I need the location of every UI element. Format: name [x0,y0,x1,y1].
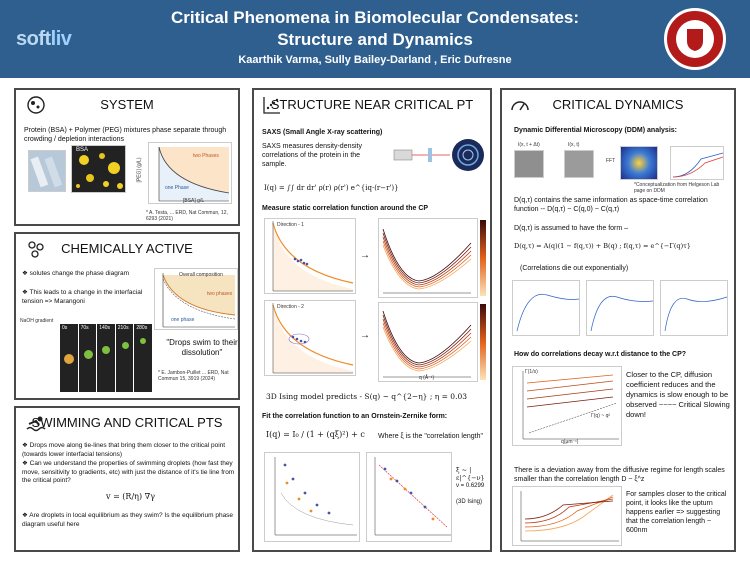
chem-phase-two: two phases [207,291,233,297]
oz-equation: I(q) = I₀ / (1 + (qξ)²) + c [266,430,365,439]
ising-note: (3D Ising) [456,499,483,505]
q-axis-label: q(μm⁻¹) [561,439,579,445]
xi-text: Where ξ is the "correlation length" [378,433,483,440]
bsa-label: BSA [76,147,89,153]
poster-authors: Kaarthik Varma, Sully Bailey-Darland , E… [238,54,512,66]
fit-heading: Fit the correlation function to an Ornst… [262,413,448,420]
system-y-axis-label: [PEG] (g/L) [136,157,143,183]
arrow-icon: → [360,330,370,341]
direction1-phase-plot: Direction - 1 [264,218,356,294]
swim-bullet-1: ❖ Drops move along tie-lines that bring … [22,442,226,458]
decay-question: How do correlations decay w.r.t distance… [514,351,687,358]
dynamics-panel: CRITICAL DYNAMICS Dynamic Differential M… [500,88,736,552]
speedometer-icon [511,101,529,111]
scaling-text: ξ ~ |ε|^{−ν} [456,466,485,482]
chem-title: CHEMICALLY ACTIVE [61,241,193,256]
dynamics-title: CRITICAL DYNAMICS [552,97,684,112]
chem-phase-diagram: Overall composition two phases one phase [154,268,238,330]
cells-icon [27,96,45,114]
timelapse-frame: 280s [134,324,152,392]
system-text: Protein (BSA) + Polymer (PEG) mixtures p… [24,127,227,143]
ddm-fft-map [620,146,658,180]
chem-gradient-label: NaOH gradient [20,318,54,324]
swim-bullet-3: ❖ Are droplets in local equilibrium as t… [22,512,234,528]
ddm-heading: Dynamic Differential Microscopy (DDM) an… [514,127,677,134]
direction2-saxs-curves: q (Å⁻¹) [378,302,478,382]
samples-text: For samples closer to the critical point… [626,491,727,534]
saxs-text: SAXS measures density-density correlatio… [262,143,362,168]
cornell-seal-icon [664,8,726,70]
direction2-phase-plot: Direction - 2 [264,300,356,376]
chem-quote: "Drops swim to their dissolution" [166,338,238,357]
ddm-frames: I(x, t + Δt) I(x, t) FFT *Conceptualizat… [514,142,728,194]
saxs-x-axis-label: q (Å⁻¹) [419,375,435,381]
fit-plot [586,280,654,336]
swim-equation: v = (R/η) ∇γ [106,492,155,501]
timelapse-frame: 140s [97,324,115,392]
correlation-length-plot [264,452,360,542]
ddm-text: D(q,τ) contains the same information as … [514,197,708,213]
chem-phase-one: one phase [171,317,195,323]
direction1-label: Direction - 1 [277,222,304,228]
arrow-icon: → [360,250,370,261]
timelapse-frame: 210s [115,324,134,392]
timelapse-frame: 70s [78,324,97,392]
ddm-frame-2 [564,150,594,178]
timelapse-frame: 0s [60,324,78,392]
system-title: SYSTEM [100,97,154,112]
chem-timelapse: 0s 70s 140s 210s 280s [60,324,152,392]
system-x-axis-label: [BSA] g/L [183,198,205,204]
bsa-droplets-micrograph: BSA [71,145,126,193]
chemically-active-panel: CHEMICALLY ACTIVE ❖ solutes change the p… [14,232,240,400]
slowing-text: Closer to the CP, diffusion coefficient … [626,370,730,419]
deviation-text: There is a deviation away from the diffu… [514,467,725,483]
structure-title: STRUCTURE NEAR CRITICAL PT [270,97,474,112]
structure-panel: STRUCTURE NEAR CRITICAL PT SAXS (Small A… [252,88,492,552]
molecule-icon [28,241,44,258]
saxs-heading: SAXS (Small Angle X-ray scattering) [262,129,383,136]
chem-citation: * E. Jambon-Puillet ... ERD, Nat Commun … [158,370,229,382]
chem-bullet-1: ❖ solutes change the phase diagram [22,270,130,277]
fit-plot [512,280,580,336]
direction1-saxs-curves [378,218,478,298]
die-out-text: (Correlations die out exponentially) [520,265,629,272]
direction2-color-scale [480,304,486,380]
poster-title-line1: Critical Phenomena in Biomolecular Conde… [170,8,580,27]
saxs-equation: I(q) = ∫∫ dr dr' ρ(r) ρ(r') e^{iq·(r−r')… [264,184,399,192]
ising-text: 3D Ising model predicts - S(q) ~ q^{2−η}… [266,392,467,401]
gamma-label: Γ(1/s) [525,369,538,375]
direction1-color-scale [480,220,486,296]
nu-value: ν = 0.6299 [456,483,485,489]
fit-plot [660,280,728,336]
ddm-credit: *Conceptualization from Helgeson Lab pag… [634,182,720,194]
system-phase-diagram: two Phases one Phase [BSA] g/L [PEG] (g/… [137,142,232,204]
system-phase-one: one Phase [165,185,189,191]
form-equation: D(q,τ) = A(q)(1 − f(q,τ)) + B(q) ; f(q,τ… [514,242,691,250]
q2-label: Γ(q) ~ q² [591,413,611,419]
ddm-curves [670,146,724,180]
scaling-log-plot [366,452,452,542]
measure-heading: Measure static correlation function arou… [262,205,429,212]
system-citation: * A. Testa, ... ERD, Nat Commun, 12, 629… [146,210,228,222]
chem-legend-0: Overall composition [179,272,223,278]
chem-bullet-2: ❖ This leads to a change in the interfac… [22,289,143,305]
fit-curve-plots [512,280,730,340]
gamma-vs-q-plot: Γ(1/s) q(μm⁻¹) Γ(q) ~ q² [512,366,622,446]
swim-title: SWIMMING AND CRITICAL PTS [31,415,223,430]
system-phase-two: two Phases [193,153,219,159]
softliv-logo: softliv [16,28,72,50]
scatter-plot-icon [263,97,280,114]
poster-title-line2: Structure and Dynamics [277,30,473,49]
deviation-plot [512,486,622,546]
saxs-setup-diagram [388,136,488,178]
swimming-panel: SWIMMING AND CRITICAL PTS ❖ Drops move a… [14,406,240,552]
direction2-label: Direction - 2 [277,304,304,310]
system-panel: SYSTEM Protein (BSA) + Polymer (PEG) mix… [14,88,240,226]
poster-header: softliv Critical Phenomena in Biomolecul… [0,0,750,78]
vials-photo [28,150,66,192]
swimmer-icon [26,416,46,432]
swim-bullet-2: ❖ Can we understand the properties of sw… [22,460,235,484]
assumed-text: D(q,τ) is assumed to have the form – [514,225,629,232]
ddm-frame-1 [514,150,544,178]
